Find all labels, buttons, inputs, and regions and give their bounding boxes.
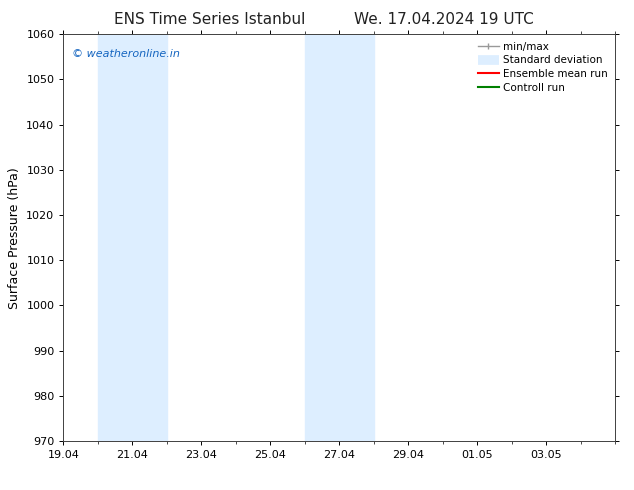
Text: © weatheronline.in: © weatheronline.in — [72, 49, 179, 58]
Bar — [339, 34, 373, 441]
Y-axis label: Surface Pressure (hPa): Surface Pressure (hPa) — [8, 167, 21, 309]
Bar — [133, 34, 167, 441]
Bar — [98, 34, 133, 441]
Bar — [305, 34, 339, 441]
Legend: min/max, Standard deviation, Ensemble mean run, Controll run: min/max, Standard deviation, Ensemble me… — [476, 40, 610, 95]
Text: We. 17.04.2024 19 UTC: We. 17.04.2024 19 UTC — [354, 12, 534, 27]
Text: ENS Time Series Istanbul: ENS Time Series Istanbul — [113, 12, 305, 27]
